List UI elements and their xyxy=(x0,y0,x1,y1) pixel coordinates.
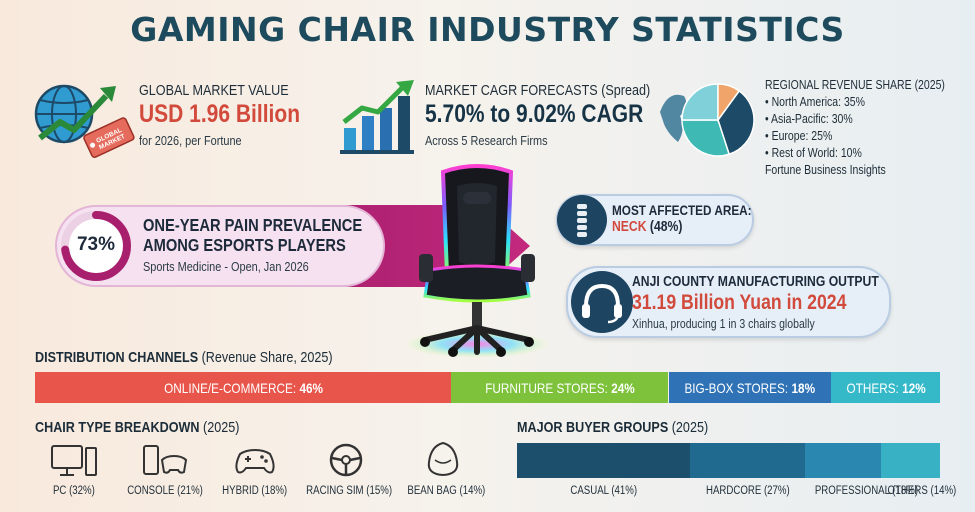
chair-type-hybrid: HYBRID (18%) xyxy=(222,485,288,497)
cagr-value: 5.70% to 9.02% CAGR xyxy=(425,100,644,128)
cagr-source: Across 5 Research Firms xyxy=(425,133,548,148)
regional-item-north-america: • North America: 35% xyxy=(765,95,865,109)
distribution-segment-big-box-stores: BIG-BOX STORES: 18% xyxy=(668,372,832,403)
chair-types-title: CHAIR TYPE BREAKDOWN (2025) xyxy=(35,419,240,436)
distribution-label-furniture-stores: FURNITURE STORES: 24% xyxy=(485,380,635,396)
pie-slice-north-america xyxy=(717,89,755,156)
regional-list: • North America: 35% • Asia-Pacific: 30%… xyxy=(765,94,909,179)
distribution-segment-online: ONLINE/E-COMMERCE: 46% xyxy=(35,372,452,403)
pc-icon xyxy=(51,445,97,476)
spine-icon xyxy=(557,195,607,245)
distribution-label-others: OTHERS: 12% xyxy=(846,380,925,396)
buyer-segment-others xyxy=(880,443,940,478)
cagr-label: MARKET CAGR FORECASTS (Spread) xyxy=(425,82,651,99)
distribution-value-online: 46% xyxy=(299,379,323,396)
buyer-segment-casual xyxy=(517,443,691,478)
distribution-value-big-box-stores: 18% xyxy=(791,379,816,396)
bean-bag-icon xyxy=(427,441,459,477)
pie-slice-rest-of-world xyxy=(717,83,741,123)
pain-progress-ring xyxy=(61,211,131,281)
most-affected-value: NECK (48%) xyxy=(612,219,683,235)
gaming-chair-illustration xyxy=(405,164,549,358)
gamepad-icon xyxy=(235,448,275,474)
buyers-title: MAJOR BUYER GROUPS (2025) xyxy=(517,419,709,436)
pain-source: Sports Medicine - Open, Jan 2026 xyxy=(143,259,309,274)
bar-growth-icon xyxy=(340,80,414,154)
regional-pie-chart xyxy=(660,83,755,157)
anji-value: 31.19 Billion Yuan in 2024 xyxy=(632,291,847,314)
buyer-label-others: OTHERS (14%) xyxy=(887,485,957,497)
chair-type-console: CONSOLE (21%) xyxy=(127,485,203,497)
global-market-source: for 2026, per Fortune xyxy=(139,133,242,148)
distribution-segment-furniture-stores: FURNITURE STORES: 24% xyxy=(451,372,669,403)
buyers-bar xyxy=(517,443,940,478)
pain-title: ONE-YEAR PAIN PREVALENCE AMONG ESPORTS P… xyxy=(143,215,363,255)
regional-source: Fortune Business Insights xyxy=(765,163,886,177)
pain-percent: 73% xyxy=(76,234,116,255)
chair-type-racing-sim: RACING SIM (15%) xyxy=(306,485,393,497)
regional-item-asia-pacific: • Asia-Pacific: 30% xyxy=(765,112,853,126)
map-silhouette xyxy=(660,94,687,142)
regional-title: REGIONAL REVENUE SHARE (2025) xyxy=(765,78,945,92)
console-icon xyxy=(143,445,188,475)
anji-label: ANJI COUNTY MANUFACTURING OUTPUT xyxy=(632,274,879,290)
buyer-label-professional: PROFESSIONAL (18%) xyxy=(814,485,918,497)
headset-icon xyxy=(571,271,633,333)
regional-item-europe: • Europe: 25% xyxy=(765,129,833,143)
buyer-label-hardcore: HARDCORE (27%) xyxy=(705,485,790,497)
buyer-segment-professional xyxy=(804,443,881,478)
chair-type-pc: PC (32%) xyxy=(53,485,95,497)
steering-wheel-icon xyxy=(329,443,363,477)
chair-type-bean-bag: BEAN BAG (14%) xyxy=(407,485,486,497)
buyer-segment-hardcore xyxy=(690,443,805,478)
global-market-value: USD 1.96 Billion xyxy=(139,100,301,128)
distribution-category-furniture-stores: FURNITURE STORES: xyxy=(485,379,608,396)
anji-source: Xinhua, producing 1 in 3 chairs globally xyxy=(632,317,815,331)
most-affected-label: MOST AFFECTED AREA: xyxy=(612,202,752,218)
distribution-category-big-box-stores: BIG-BOX STORES: xyxy=(684,379,789,396)
distribution-category-others: OTHERS: xyxy=(846,379,899,396)
pie-slice-europe xyxy=(681,83,719,121)
buyer-label-casual: CASUAL (41%) xyxy=(570,485,638,497)
distribution-bar: ONLINE/E-COMMERCE: 46% FURNITURE STORES: 24… xyxy=(35,372,940,403)
distribution-label-online: ONLINE/E-COMMERCE: 46% xyxy=(164,380,323,396)
globe-growth-icon: GLOBAL MARKET xyxy=(34,84,135,158)
distribution-title: DISTRIBUTION CHANNELS (Revenue Share, 20… xyxy=(35,349,333,366)
distribution-value-others: 12% xyxy=(901,379,926,396)
page-title: GAMING CHAIR INDUSTRY STATISTICS xyxy=(130,10,845,49)
pie-slice-asia-pacific xyxy=(681,119,731,157)
global-market-label: GLOBAL MARKET VALUE xyxy=(139,82,289,99)
distribution-value-furniture-stores: 24% xyxy=(611,379,635,396)
distribution-label-big-box-stores: BIG-BOX STORES: 18% xyxy=(685,380,816,396)
regional-item-rest-of-world: • Rest of World: 10% xyxy=(765,146,862,160)
distribution-category-online: ONLINE/E-COMMERCE: xyxy=(163,379,296,396)
distribution-segment-others: OTHERS: 12% xyxy=(831,372,940,403)
buyers-labels: CASUAL (41%) HARDCORE (27%) PROFESSIONAL (… xyxy=(517,485,957,501)
